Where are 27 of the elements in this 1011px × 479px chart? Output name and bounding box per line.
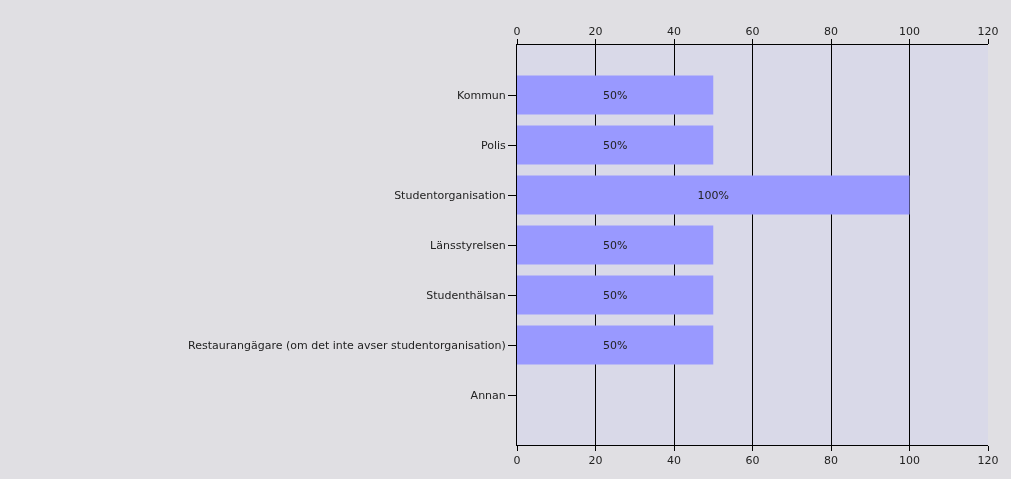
y-tick-label: Kommun: [457, 88, 506, 102]
x-tick-label: 80: [824, 24, 838, 38]
x2-tick-label: 60: [745, 454, 760, 468]
data-label: 50%: [602, 238, 628, 252]
x-tick-label: 100: [899, 24, 920, 38]
x-tick-label: 40: [667, 24, 681, 38]
data-label: 50%: [602, 88, 628, 102]
x2-tick-label: 80: [824, 454, 838, 468]
y-tick-label: Studentorganisation: [394, 188, 506, 202]
y-tick-label: Annan: [470, 388, 506, 402]
x-tick-label: 0: [513, 24, 521, 38]
data-label: 50%: [602, 288, 628, 302]
y-tick-label: Länsstyrelsen: [430, 238, 506, 252]
x-tick-label: 20: [588, 24, 603, 38]
x-tick-label: 60: [745, 24, 760, 38]
x2-tick-label: 100: [899, 454, 920, 468]
x2-tick-label: 120: [977, 454, 999, 468]
y-tick-label: Studenthälsan: [426, 288, 506, 302]
data-label: 50%: [602, 338, 628, 352]
x2-tick-label: 0: [513, 454, 521, 468]
y-tick-label: Polis: [480, 138, 507, 152]
x2-tick-label: 40: [667, 454, 681, 468]
y-tick-label: Restaurangägare (om det inte avser studentorganisation): [188, 338, 506, 352]
data-label: 50%: [602, 138, 628, 152]
data-label: 100%: [697, 188, 729, 202]
x2-tick-label: 20: [588, 454, 603, 468]
x-tick-label: 120: [977, 24, 999, 38]
